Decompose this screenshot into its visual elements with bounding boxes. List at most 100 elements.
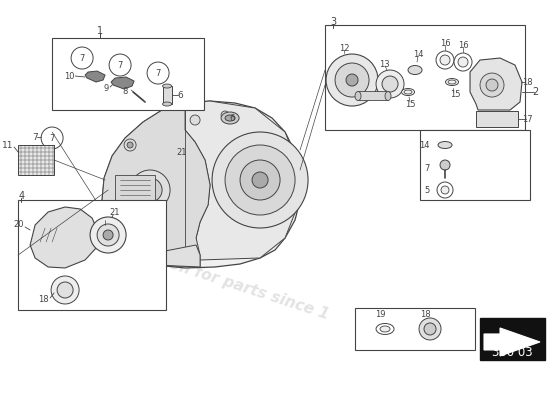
Circle shape xyxy=(57,282,73,298)
Text: 21: 21 xyxy=(177,148,188,156)
Circle shape xyxy=(221,111,229,119)
Text: 2: 2 xyxy=(532,87,538,97)
Text: 1: 1 xyxy=(97,26,103,36)
Text: 18: 18 xyxy=(39,296,49,304)
Bar xyxy=(163,86,172,104)
Ellipse shape xyxy=(376,324,394,334)
Ellipse shape xyxy=(448,80,456,84)
Bar xyxy=(18,200,166,310)
Circle shape xyxy=(51,276,79,304)
Text: a passion for parts since 1: a passion for parts since 1 xyxy=(109,238,331,322)
Text: 10: 10 xyxy=(64,72,74,80)
Polygon shape xyxy=(30,207,98,268)
Circle shape xyxy=(454,53,472,71)
Text: 16: 16 xyxy=(458,40,469,50)
Text: 6: 6 xyxy=(229,114,235,122)
Circle shape xyxy=(103,230,113,240)
Text: 300 03: 300 03 xyxy=(492,346,532,360)
Polygon shape xyxy=(102,101,300,268)
Ellipse shape xyxy=(402,88,415,96)
Text: 5: 5 xyxy=(425,186,430,194)
Circle shape xyxy=(138,178,162,202)
Circle shape xyxy=(90,217,126,253)
Ellipse shape xyxy=(163,84,172,88)
Circle shape xyxy=(436,51,454,69)
Text: 18: 18 xyxy=(420,310,430,320)
Circle shape xyxy=(440,160,450,170)
Text: 15: 15 xyxy=(450,90,460,98)
Text: 11: 11 xyxy=(2,140,13,150)
Ellipse shape xyxy=(385,92,391,100)
Circle shape xyxy=(480,73,504,97)
Ellipse shape xyxy=(438,142,452,148)
Polygon shape xyxy=(185,101,300,260)
Text: 19: 19 xyxy=(375,310,386,320)
Bar xyxy=(52,38,204,110)
Text: 13: 13 xyxy=(379,60,389,68)
Circle shape xyxy=(145,185,155,195)
Text: 12: 12 xyxy=(339,44,349,52)
Text: 21: 21 xyxy=(110,208,120,218)
Circle shape xyxy=(97,224,119,246)
Circle shape xyxy=(382,76,398,92)
Circle shape xyxy=(225,145,295,215)
Ellipse shape xyxy=(380,326,390,332)
Polygon shape xyxy=(102,103,210,267)
Polygon shape xyxy=(85,71,105,82)
Text: 18: 18 xyxy=(522,78,532,86)
Circle shape xyxy=(212,132,308,228)
Bar xyxy=(18,145,54,175)
Text: 17: 17 xyxy=(522,114,532,124)
Ellipse shape xyxy=(446,78,459,86)
Circle shape xyxy=(147,62,169,84)
Ellipse shape xyxy=(355,92,361,100)
Circle shape xyxy=(127,142,133,148)
Polygon shape xyxy=(470,58,522,110)
Circle shape xyxy=(458,57,468,67)
Text: 8: 8 xyxy=(123,86,128,96)
Bar xyxy=(476,111,518,127)
Text: 9: 9 xyxy=(104,84,109,92)
Ellipse shape xyxy=(221,112,239,124)
Circle shape xyxy=(440,55,450,65)
Text: 7: 7 xyxy=(117,60,123,70)
Circle shape xyxy=(346,74,358,86)
Circle shape xyxy=(376,70,404,98)
Text: 7: 7 xyxy=(79,54,85,62)
Text: 16: 16 xyxy=(439,38,450,48)
Bar xyxy=(358,91,388,100)
Text: 7: 7 xyxy=(50,134,55,142)
Circle shape xyxy=(424,323,436,335)
Ellipse shape xyxy=(404,90,412,94)
Circle shape xyxy=(41,127,63,149)
Text: 14: 14 xyxy=(413,50,424,58)
Text: 4: 4 xyxy=(18,191,24,201)
Bar xyxy=(115,175,155,205)
Text: 7: 7 xyxy=(425,164,430,172)
Circle shape xyxy=(240,160,280,200)
Bar xyxy=(480,318,545,360)
Circle shape xyxy=(486,79,498,91)
Text: 14: 14 xyxy=(420,140,430,150)
Ellipse shape xyxy=(163,102,172,106)
Circle shape xyxy=(130,170,170,210)
Circle shape xyxy=(190,115,200,125)
Circle shape xyxy=(326,54,378,106)
Bar xyxy=(325,25,525,130)
Polygon shape xyxy=(105,225,200,267)
Circle shape xyxy=(441,186,449,194)
Circle shape xyxy=(109,54,131,76)
Circle shape xyxy=(252,172,268,188)
Text: 6: 6 xyxy=(177,90,183,100)
Text: 3: 3 xyxy=(330,17,336,27)
Circle shape xyxy=(71,47,93,69)
Ellipse shape xyxy=(225,115,235,121)
Bar xyxy=(420,130,530,200)
Circle shape xyxy=(335,63,369,97)
Text: 20: 20 xyxy=(14,220,24,230)
Text: 7: 7 xyxy=(156,68,161,78)
Text: 7: 7 xyxy=(32,132,38,142)
Text: 15: 15 xyxy=(405,100,415,108)
Bar xyxy=(355,308,475,350)
Polygon shape xyxy=(111,77,134,89)
